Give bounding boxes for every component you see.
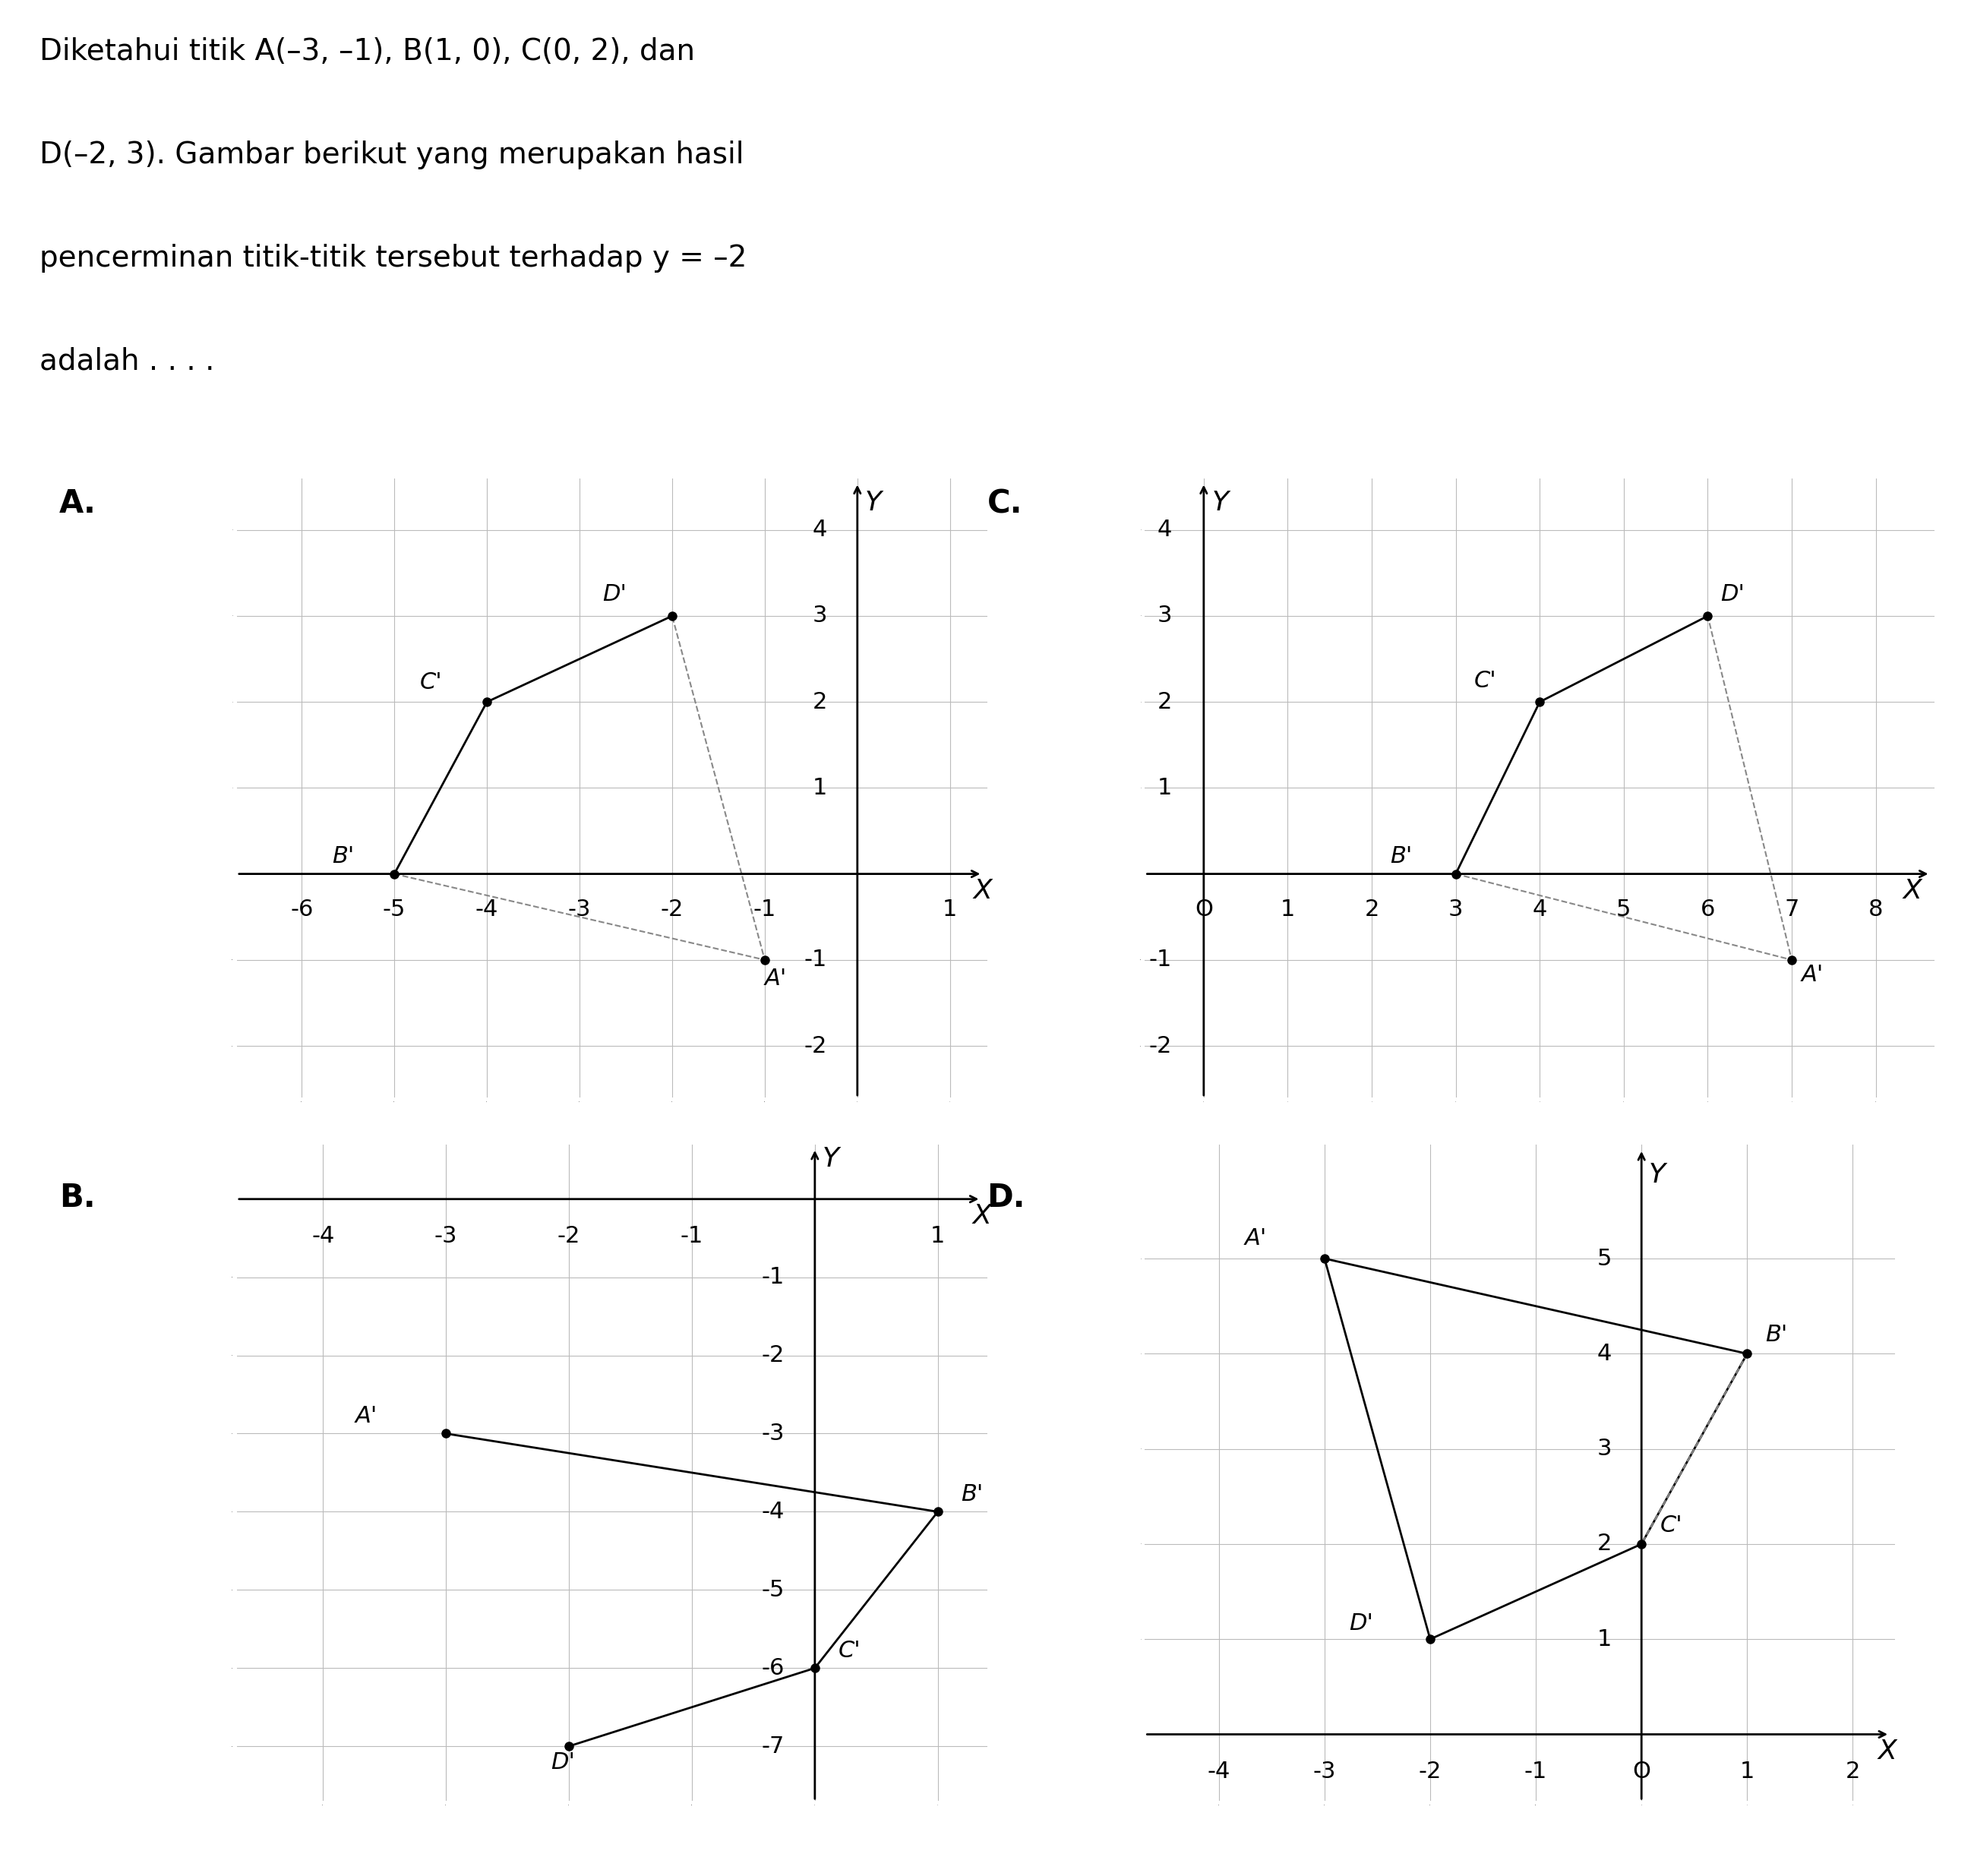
Text: -1: -1 [803, 949, 827, 972]
Text: -6: -6 [762, 1657, 786, 1679]
Text: -5: -5 [383, 899, 407, 921]
Text: B': B' [332, 844, 355, 867]
Text: A': A' [1246, 1227, 1267, 1249]
Text: Y: Y [1648, 1161, 1666, 1188]
Text: -4: -4 [1208, 1760, 1230, 1782]
Text: X: X [973, 1203, 991, 1229]
Text: 3: 3 [1157, 604, 1173, 627]
Text: -1: -1 [1149, 949, 1173, 972]
Text: D': D' [551, 1752, 574, 1773]
Text: 1: 1 [1739, 1760, 1755, 1782]
Text: C': C' [839, 1640, 861, 1662]
Text: -5: -5 [762, 1580, 786, 1600]
Text: C': C' [420, 672, 442, 694]
Text: -2: -2 [1419, 1760, 1441, 1782]
Text: 2: 2 [1846, 1760, 1860, 1782]
Text: 1: 1 [944, 899, 957, 921]
Text: -7: -7 [762, 1735, 786, 1758]
Text: 1: 1 [930, 1225, 946, 1248]
Text: 5: 5 [1597, 1248, 1611, 1270]
Text: 1: 1 [1281, 899, 1295, 921]
Text: 1: 1 [1597, 1628, 1611, 1651]
Text: 7: 7 [1784, 899, 1798, 921]
Text: Y: Y [865, 490, 882, 516]
Text: -3: -3 [762, 1422, 786, 1445]
Text: A': A' [1802, 964, 1824, 985]
Text: B': B' [1390, 844, 1411, 867]
Text: 2: 2 [1157, 690, 1173, 713]
Text: 4: 4 [1157, 520, 1173, 540]
Text: 2: 2 [813, 690, 827, 713]
Text: 3: 3 [1449, 899, 1463, 921]
Text: A': A' [355, 1405, 377, 1428]
Text: -2: -2 [803, 1036, 827, 1056]
Text: -3: -3 [569, 899, 590, 921]
Text: A': A' [764, 968, 788, 991]
Text: X: X [1903, 878, 1923, 904]
Text: Y: Y [823, 1146, 839, 1172]
Text: D': D' [1721, 583, 1745, 606]
Text: 3: 3 [1597, 1437, 1611, 1460]
Text: 4: 4 [1597, 1343, 1611, 1364]
Text: O: O [1194, 899, 1212, 921]
Text: -1: -1 [754, 899, 776, 921]
Text: B': B' [961, 1484, 983, 1505]
Text: pencerminan titik-titik tersebut terhadap y = –2: pencerminan titik-titik tersebut terhada… [39, 244, 746, 272]
Text: C': C' [1475, 670, 1496, 692]
Text: D': D' [1350, 1611, 1374, 1634]
Text: -3: -3 [434, 1225, 458, 1248]
Text: B.: B. [59, 1182, 95, 1214]
Text: X: X [1877, 1739, 1897, 1763]
Text: -4: -4 [476, 899, 499, 921]
Text: 2: 2 [1597, 1533, 1611, 1555]
Text: -1: -1 [1524, 1760, 1548, 1782]
Text: A.: A. [59, 488, 97, 520]
Text: -3: -3 [1313, 1760, 1336, 1782]
Text: 6: 6 [1700, 899, 1715, 921]
Text: -6: -6 [290, 899, 314, 921]
Text: D(–2, 3). Gambar berikut yang merupakan hasil: D(–2, 3). Gambar berikut yang merupakan … [39, 141, 744, 169]
Text: -4: -4 [312, 1225, 334, 1248]
Text: D.: D. [987, 1182, 1025, 1214]
Text: 1: 1 [813, 777, 827, 799]
Text: C.: C. [987, 488, 1023, 520]
Text: 8: 8 [1867, 899, 1883, 921]
Text: -4: -4 [762, 1501, 786, 1523]
Text: -2: -2 [557, 1225, 580, 1248]
Text: 5: 5 [1617, 899, 1631, 921]
Text: 1: 1 [1157, 777, 1173, 799]
Text: D': D' [602, 583, 628, 606]
Text: Diketahui titik A(–3, –1), B(1, 0), C(0, 2), dan: Diketahui titik A(–3, –1), B(1, 0), C(0,… [39, 38, 695, 66]
Text: adalah . . . .: adalah . . . . [39, 347, 215, 375]
Text: -2: -2 [762, 1345, 786, 1366]
Text: 3: 3 [813, 604, 827, 627]
Text: Y: Y [1212, 490, 1228, 516]
Text: O: O [1632, 1760, 1650, 1782]
Text: -1: -1 [762, 1266, 786, 1289]
Text: 2: 2 [1364, 899, 1380, 921]
Text: C': C' [1660, 1514, 1682, 1536]
Text: B': B' [1765, 1324, 1788, 1347]
Text: -1: -1 [681, 1225, 703, 1248]
Text: -2: -2 [1149, 1036, 1173, 1056]
Text: X: X [973, 878, 993, 904]
Text: -2: -2 [661, 899, 683, 921]
Text: 4: 4 [1532, 899, 1548, 921]
Text: 4: 4 [813, 520, 827, 540]
